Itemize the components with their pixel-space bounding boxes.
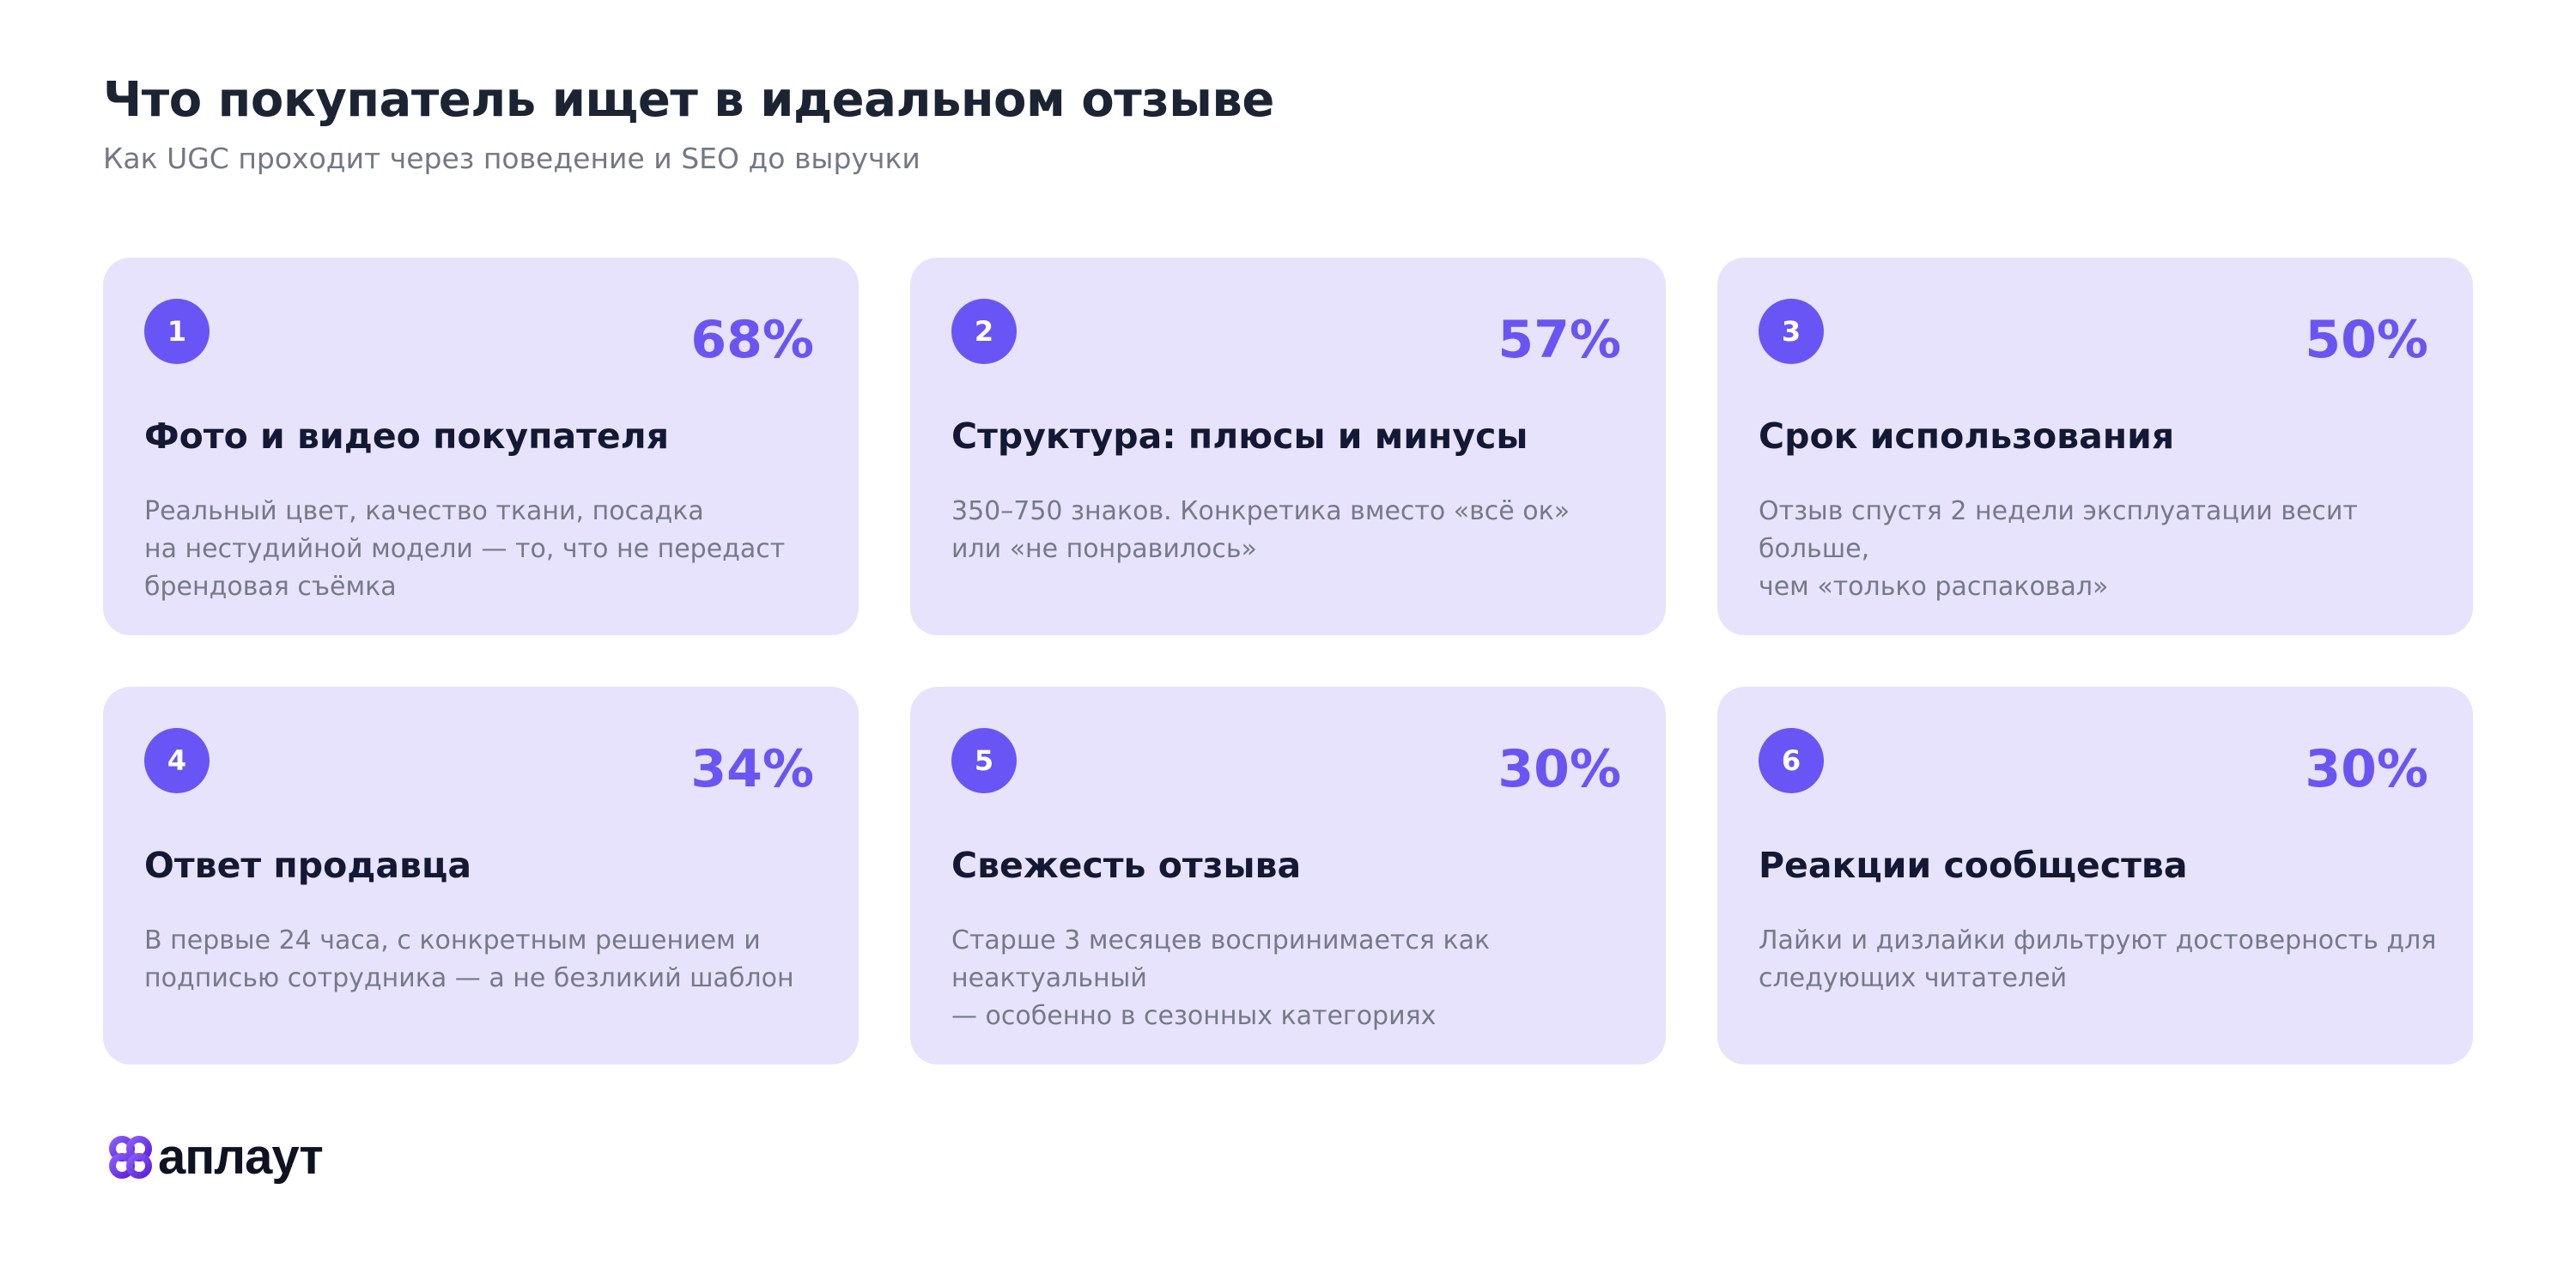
card-description: В первые 24 часа, с конкретным решением … bbox=[144, 925, 794, 993]
card-title: Реакции сообщества bbox=[1759, 845, 2188, 886]
card-description: Старше 3 месяцев воспринимается как неак… bbox=[951, 925, 1491, 1031]
card-number-badge: 1 bbox=[144, 299, 210, 364]
card-number-badge: 2 bbox=[951, 299, 1017, 364]
card-title: Срок использования bbox=[1759, 416, 2175, 457]
logo-text: аплаут bbox=[158, 1129, 324, 1185]
card-description: 350–750 знаков. Конкретика вместо «всё о… bbox=[951, 496, 1571, 564]
card-percent: 34% bbox=[690, 739, 814, 799]
page-subtitle: Как UGC проходит через поведение и SEO д… bbox=[103, 142, 920, 175]
card-title: Фото и видео покупателя bbox=[144, 416, 670, 457]
cards-grid: 1 68% Фото и видео покупателя Реальный ц… bbox=[103, 258, 2473, 1065]
card-1: 1 68% Фото и видео покупателя Реальный ц… bbox=[103, 258, 859, 635]
card-5: 5 30% Свежесть отзыва Старше 3 месяцев в… bbox=[910, 687, 1666, 1065]
card-2: 2 57% Структура: плюсы и минусы 350–750 … bbox=[910, 258, 1666, 635]
card-4: 4 34% Ответ продавца В первые 24 часа, с… bbox=[103, 687, 859, 1065]
card-percent: 50% bbox=[2305, 310, 2428, 370]
card-percent: 57% bbox=[1498, 310, 1621, 370]
card-percent: 30% bbox=[1498, 739, 1621, 799]
card-number-badge: 3 bbox=[1759, 299, 1824, 364]
header: Что покупатель ищет в идеальном отзыве К… bbox=[103, 67, 2164, 177]
card-description: Лайки и дизлайки фильтруют достоверность… bbox=[1759, 925, 2437, 993]
card-number-badge: 6 bbox=[1759, 728, 1824, 793]
card-description: Отзыв спустя 2 недели эксплуатации весит… bbox=[1759, 496, 2358, 602]
card-6: 6 30% Реакции сообщества Лайки и дизлайк… bbox=[1717, 687, 2473, 1065]
card-number-badge: 4 bbox=[144, 728, 210, 793]
page-title: Что покупатель ищет в идеальном отзыве bbox=[103, 72, 1274, 128]
brand-logo: аплаут bbox=[108, 1129, 324, 1185]
card-title: Свежесть отзыва bbox=[951, 845, 1302, 886]
aplaut-logo-icon bbox=[109, 1136, 152, 1179]
card-description: Реальный цвет, качество ткани, посадка н… bbox=[144, 496, 786, 602]
card-percent: 68% bbox=[690, 310, 814, 370]
card-title: Структура: плюсы и минусы bbox=[951, 416, 1528, 457]
card-title: Ответ продавца bbox=[144, 845, 472, 886]
card-number-badge: 5 bbox=[951, 728, 1017, 793]
card-percent: 30% bbox=[2305, 739, 2428, 799]
card-3: 3 50% Срок использования Отзыв спустя 2 … bbox=[1717, 258, 2473, 635]
